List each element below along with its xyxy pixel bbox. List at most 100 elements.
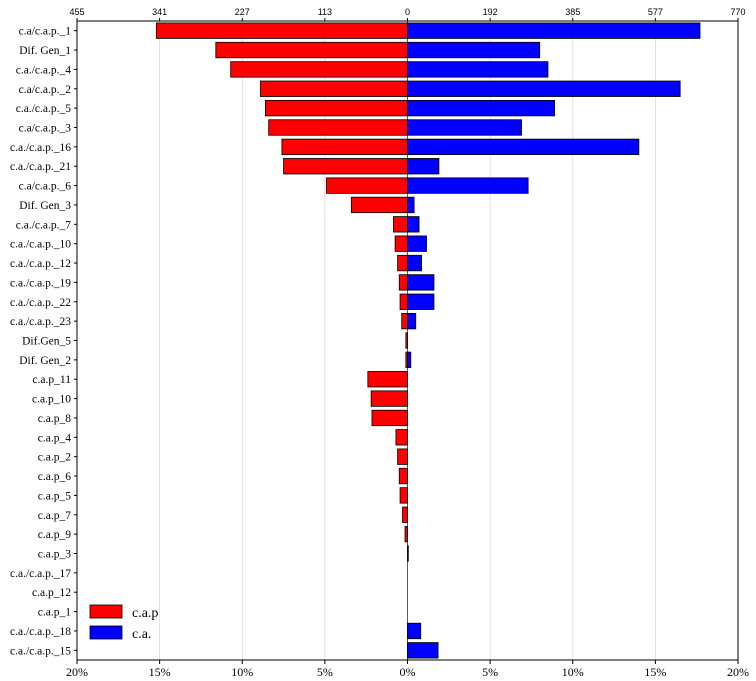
bar-c.a.p <box>398 467 408 485</box>
plot-frame <box>76 20 739 661</box>
top-tick-label: 341 <box>152 7 167 17</box>
bar-c.a. <box>407 216 420 233</box>
bar-c.a.p <box>399 293 408 310</box>
bar-c.a. <box>407 177 529 194</box>
bar-c.a.p <box>230 61 408 78</box>
category-label: c.a.p_1 <box>38 607 71 619</box>
bar-c.a.p <box>404 525 408 543</box>
bottom-tick-label: 10% <box>562 665 584 679</box>
bar-c.a. <box>407 235 427 252</box>
bottom-tick-label: 5% <box>482 665 498 679</box>
legend-label: c.a.p <box>132 606 158 621</box>
top-tick-label: 385 <box>565 7 580 17</box>
category-label: c.a.p_6 <box>38 471 71 483</box>
bar-c.a.p <box>398 274 408 291</box>
category-label: c.a./c.a.p._12 <box>10 258 71 270</box>
bar-c.a. <box>407 158 440 175</box>
category-label: c.a/c.a.p._1 <box>19 26 72 38</box>
bar-c.a.p <box>350 196 408 214</box>
bar-c.a. <box>407 99 555 117</box>
bar-c.a. <box>407 80 681 97</box>
bar-c.a.p <box>326 177 408 194</box>
category-label: c.a./c.a.p._23 <box>10 316 71 328</box>
bar-c.a. <box>407 351 412 369</box>
bars <box>155 21 701 660</box>
top-tick-label: 113 <box>318 7 332 17</box>
bar-c.a.p <box>394 235 408 252</box>
bar-c.a.p <box>367 371 408 388</box>
bar-c.a.p <box>260 80 408 97</box>
category-label: c.a.p_2 <box>38 452 71 464</box>
category-labels: c.a/c.a.p._1 Dif. Gen_1 c.a./c.a.p._4 c.a/c… <box>10 26 77 657</box>
bottom-tick-label: 20% <box>66 665 88 679</box>
bar-c.a. <box>407 254 422 272</box>
category-label: c.a.p_12 <box>32 587 71 599</box>
bottom-tick-label: 5% <box>317 665 333 679</box>
bar-c.a.p <box>395 429 408 446</box>
top-axis: 455 341 227 113 0 192 385 577 770 <box>69 7 746 21</box>
bar-c.a.p <box>281 138 408 156</box>
category-label: c.a./c.a.p._15 <box>10 645 71 657</box>
bar-c.a. <box>407 642 439 659</box>
category-label: c.a/c.a.p._6 <box>19 181 72 193</box>
bar-c.a.p <box>283 158 408 175</box>
legend: c.a.p c.a. <box>89 604 158 642</box>
category-label: c.a.p_10 <box>32 394 71 406</box>
bar-c.a. <box>407 119 522 136</box>
category-label: c.a.p_11 <box>32 374 71 386</box>
category-label: c.a.p_5 <box>38 490 71 502</box>
bar-c.a.p <box>399 487 408 504</box>
bar-c.a. <box>407 61 549 78</box>
category-label: c.a/c.a.p._3 <box>19 123 72 135</box>
bar-c.a. <box>407 22 701 39</box>
category-label: c.a./c.a.p._16 <box>10 142 71 154</box>
bar-c.a. <box>407 138 640 156</box>
bar-c.a. <box>407 293 435 310</box>
category-label: c.a.p_8 <box>38 413 71 425</box>
bar-c.a.p <box>397 448 408 465</box>
bar-c.a.p <box>268 119 408 136</box>
bottom-tick-label: 15% <box>644 665 666 679</box>
bar-c.a. <box>407 312 417 330</box>
category-label: c.a./c.a.p._4 <box>16 64 71 76</box>
legend-label: c.a. <box>132 627 151 642</box>
top-tick-label: 192 <box>483 7 498 17</box>
category-label: c.a./c.a.p._18 <box>10 626 71 638</box>
category-label: c.a./c.a.p._5 <box>16 103 71 115</box>
top-tick-label: 455 <box>69 7 84 17</box>
category-label: c.a./c.a.p._7 <box>16 219 71 231</box>
bottom-axis: 20% 15% 10% 5% 0% 5% 10% 15% 20% <box>66 660 749 679</box>
category-label: c.a./c.a.p._17 <box>10 568 71 580</box>
bar-c.a.p <box>215 41 408 59</box>
bar-c.a. <box>407 196 415 214</box>
top-tick-label: 227 <box>235 7 250 17</box>
legend-swatch-c.a. <box>89 625 123 640</box>
bar-c.a. <box>407 622 422 640</box>
bar-c.a.p <box>370 390 408 407</box>
bar-c.a.p <box>264 99 408 117</box>
bar-c.a.p <box>397 254 408 272</box>
bar-c.a. <box>407 274 435 291</box>
category-label: c.a/c.a.p._2 <box>19 84 72 96</box>
bar-c.a.p <box>371 409 408 427</box>
top-tick-label: 0 <box>405 7 410 17</box>
bar-c.a.p <box>402 506 408 523</box>
category-label: Dif.Gen_5 <box>22 336 71 348</box>
category-label: c.a.p_4 <box>38 432 71 444</box>
category-label: c.a./c.a.p._21 <box>10 161 71 173</box>
top-tick-label: 770 <box>730 7 745 17</box>
category-label: Dif. Gen_1 <box>19 45 71 57</box>
category-label: c.a.p_7 <box>38 510 71 522</box>
category-label: Dif. Gen_3 <box>19 200 71 212</box>
category-label: c.a.p_9 <box>38 529 71 541</box>
category-label: c.a./c.a.p._19 <box>10 277 71 289</box>
bar-c.a.p <box>401 312 408 330</box>
bottom-tick-label: 15% <box>149 665 171 679</box>
bar-c.a.p <box>155 22 408 39</box>
bar-c.a.p <box>393 216 408 233</box>
category-label: c.a./c.a.p._22 <box>10 297 71 309</box>
category-label: c.a.p_3 <box>38 549 71 561</box>
top-tick-label: 577 <box>648 7 663 17</box>
